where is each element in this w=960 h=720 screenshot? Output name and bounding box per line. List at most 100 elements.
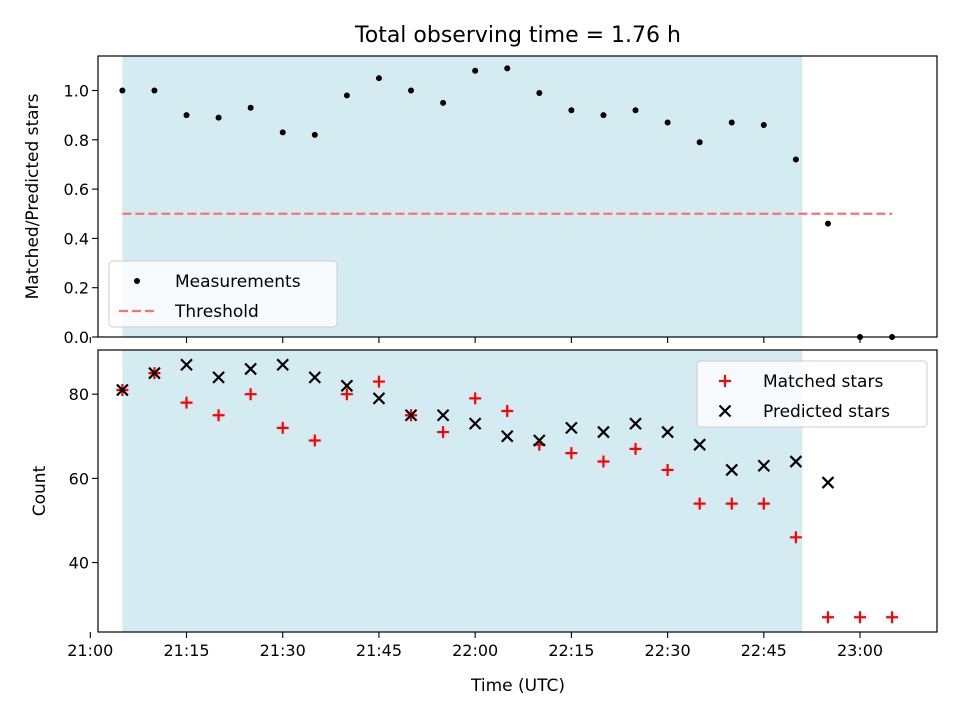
matched-star-point <box>276 421 289 434</box>
matched-star-point <box>212 409 225 422</box>
x-tick-label: 21:30 <box>260 641 306 660</box>
legend-entry-label: Predicted stars <box>763 402 890 422</box>
measurement-point <box>792 156 799 163</box>
predicted-star-point <box>468 417 482 430</box>
predicted-star-point <box>436 408 450 422</box>
measurement-point <box>247 104 254 111</box>
matched-star-point <box>372 375 385 388</box>
measurement-point <box>568 107 575 114</box>
legend-marker-swatch <box>719 375 731 387</box>
predicted-star-point <box>372 392 386 405</box>
matched-star-point <box>821 611 834 624</box>
ratio-y-axis-label: Matched/Predicted stars <box>23 93 43 299</box>
x-tick-label: 22:15 <box>548 641 594 660</box>
predicted-star-point <box>789 455 803 468</box>
predicted-star-point <box>148 366 161 380</box>
matched-star-point <box>725 497 738 510</box>
measurement-point <box>440 99 447 106</box>
legend-box <box>696 360 928 428</box>
measurement-point <box>664 119 671 126</box>
ratio-y-axis: 0.0 0.2 0.4 0.6 0.8 1.0 <box>64 82 98 347</box>
measurement-point <box>536 89 543 96</box>
measurement-point <box>375 75 382 82</box>
matched-star-point <box>469 392 482 405</box>
legend-box <box>108 260 338 328</box>
measurement-point <box>343 92 350 99</box>
measurement-point <box>408 87 415 94</box>
measurement-point <box>183 112 190 119</box>
y-tick-label: 0.0 <box>64 328 89 347</box>
predicted-star-point <box>340 379 354 393</box>
measurement-point <box>824 220 831 227</box>
measurement-point <box>279 129 286 136</box>
predicted-star-point <box>661 425 674 439</box>
count-legend[interactable]: Matched stars Predicted stars <box>696 360 928 428</box>
predicted-star-point <box>116 383 129 397</box>
count-y-axis-label: Count <box>30 465 50 516</box>
matched-star-point <box>437 426 450 439</box>
predicted-star-point <box>757 459 771 473</box>
measurement-point <box>632 107 639 114</box>
legend-entry-label: Measurements <box>175 272 301 292</box>
measurement-point <box>728 119 735 126</box>
ratio-legend[interactable]: Measurements Threshold <box>108 260 338 328</box>
count-panel-frame <box>97 349 938 633</box>
matched-star-point <box>886 611 899 624</box>
predicted-star-point <box>629 417 642 430</box>
predicted-star-point <box>565 421 578 435</box>
matched-star-point <box>308 434 321 447</box>
measurement-point <box>119 87 126 94</box>
matched-star-point <box>244 388 257 401</box>
measurement-point <box>151 87 158 94</box>
x-tick-label: 22:45 <box>741 641 787 660</box>
y-tick-label: 0.8 <box>64 131 89 150</box>
x-tick-label: 23:00 <box>837 641 883 660</box>
y-tick-label: 40 <box>69 554 89 573</box>
ratio-x-axis <box>89 337 861 343</box>
predicted-star-point <box>693 438 706 451</box>
ratio-panel: 0.0 0.2 0.4 0.6 0.8 1.0 Matched/Predicted sta… <box>23 55 938 347</box>
matched-star-point <box>597 455 610 468</box>
matched-star-point <box>501 405 514 418</box>
count-x-axis: 21:00 21:15 21:30 21:45 22:00 22:15 22:30 22:45… <box>67 632 883 660</box>
predicted-star-point <box>533 434 546 447</box>
x-tick-label: 21:45 <box>356 641 402 660</box>
y-tick-label: 0.4 <box>64 229 89 248</box>
y-tick-label: 0.6 <box>64 180 89 199</box>
predicted-star-point <box>180 358 193 372</box>
x-axis-label: Time (UTC) <box>470 676 565 696</box>
count-y-axis: 40 60 80 <box>69 385 98 573</box>
predicted-star-point <box>404 408 418 422</box>
y-tick-label: 60 <box>69 469 89 488</box>
matched-star-point <box>693 497 706 510</box>
x-tick-label: 22:00 <box>452 641 498 660</box>
figure-title: Total observing time = 1.76 h <box>354 23 681 48</box>
measurement-point <box>696 139 703 146</box>
ratio-panel-frame <box>97 55 938 338</box>
y-tick-label: 0.2 <box>64 279 89 298</box>
ratio-marks <box>119 65 896 340</box>
predicted-star-point <box>821 476 835 489</box>
matched-star-point <box>661 463 674 476</box>
y-tick-label: 80 <box>69 385 89 404</box>
legend-entry-label: Threshold <box>174 302 259 322</box>
predicted-star-point <box>500 430 514 443</box>
measurement-point <box>311 131 318 138</box>
x-tick-label: 21:00 <box>67 641 113 660</box>
predicted-star-point <box>597 425 610 439</box>
y-tick-label: 1.0 <box>64 82 89 101</box>
measurement-point <box>504 65 511 72</box>
matched-star-point <box>565 447 578 460</box>
legend-entry-label: Matched stars <box>763 372 883 392</box>
matched-star-point <box>340 388 353 401</box>
legend-marker-swatch <box>134 278 140 284</box>
x-tick-label: 22:30 <box>645 641 691 660</box>
predicted-star-point <box>308 371 322 384</box>
measurement-point <box>600 112 607 119</box>
matched-star-point <box>629 442 642 455</box>
count-panel: 40 60 80 21:00 21:15 21:30 21:45 22:00 22:15 22:… <box>30 349 938 660</box>
observing-window-shade <box>122 350 803 632</box>
predicted-star-point <box>725 463 739 477</box>
x-tick-label: 21:15 <box>163 641 209 660</box>
